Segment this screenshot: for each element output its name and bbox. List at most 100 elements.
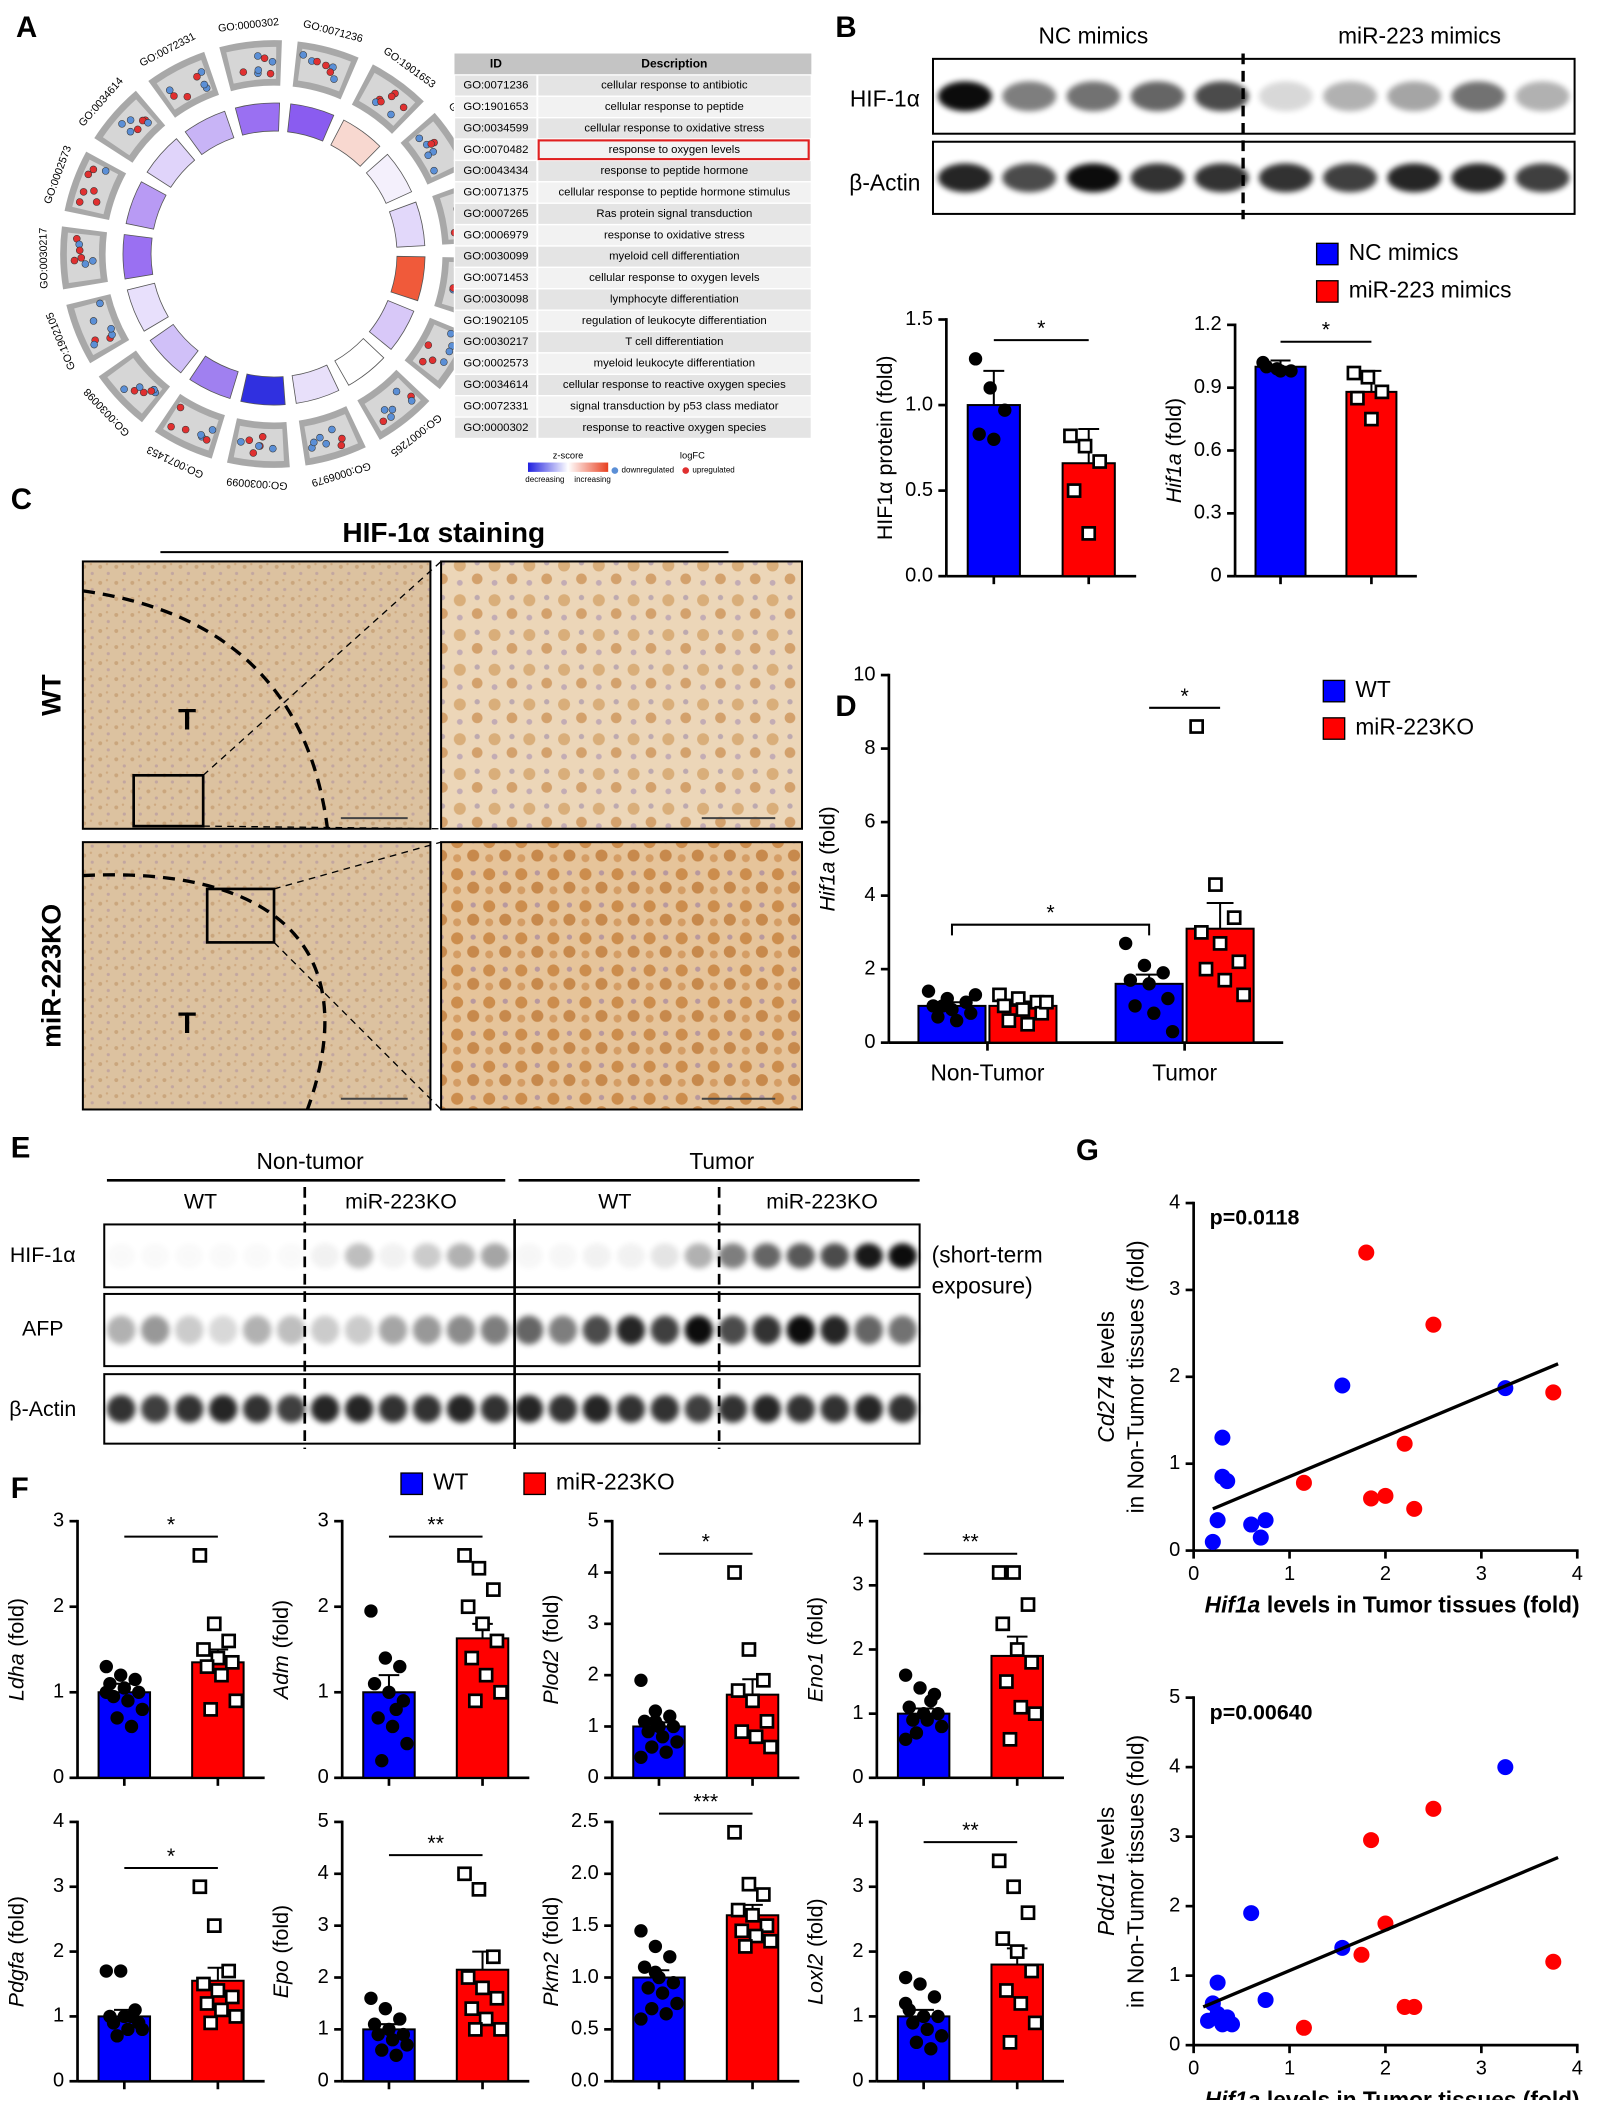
legend-dot (611, 467, 619, 474)
table-cell: response to oxygen levels (609, 144, 741, 156)
row-label: HIF-1α (10, 1243, 76, 1267)
label-text: (fold) (539, 1594, 563, 1643)
band (1066, 81, 1121, 112)
data-point (920, 1713, 934, 1727)
data-point (1024, 1963, 1039, 1979)
data-point (1128, 999, 1142, 1013)
subgroup-label: miR-223KO (345, 1190, 457, 1214)
label-text: levels in Tumor tissues (fold) (1267, 2086, 1580, 2100)
data-point (755, 1672, 771, 1688)
group-label: Non-tumor (256, 1148, 364, 1174)
band (1451, 81, 1506, 112)
band (938, 163, 993, 193)
go-term-inner (102, 99, 158, 156)
data-point (666, 1976, 681, 1990)
data-point (991, 1853, 1007, 1869)
row-label: WT (37, 674, 67, 716)
data-point (1363, 1832, 1380, 1849)
band (276, 1315, 306, 1345)
data-point (670, 1996, 684, 2011)
significance-label: ** (427, 1513, 444, 1537)
data-point (478, 1667, 494, 1683)
band (378, 1315, 408, 1345)
gene-dot (316, 433, 324, 442)
band (888, 1315, 917, 1345)
tumor-mark: T (178, 1007, 196, 1040)
data-point (996, 998, 1012, 1014)
band (752, 1315, 782, 1345)
data-point (921, 984, 936, 998)
go-id-label: GO:0030217 (37, 228, 50, 289)
x-tick-label: Non-Tumor (930, 1060, 1044, 1086)
band (1515, 163, 1570, 193)
data-point (128, 1672, 142, 1687)
y-tick-label: 1.0 (905, 393, 933, 415)
y-tick-label: 3 (53, 1509, 64, 1531)
band (412, 1315, 442, 1345)
gene-dot (170, 92, 178, 100)
y-axis-label: Pdcd1 levels (1093, 1807, 1119, 1936)
data-point (1092, 454, 1108, 469)
significance-label: ** (962, 1530, 979, 1554)
data-point (1002, 2034, 1018, 2050)
data-point (393, 2012, 407, 2026)
table-header-cell: ID (490, 56, 502, 70)
data-point (1252, 1529, 1269, 1546)
legend-swatch (523, 1472, 547, 1496)
band (514, 1394, 544, 1423)
go-term-inner (107, 358, 163, 414)
table-cell: GO:0030217 (463, 336, 528, 348)
gene-dot (415, 134, 424, 143)
zscore-box (184, 110, 235, 156)
significance-label: * (702, 1530, 710, 1554)
y-tick-label: 2 (318, 1595, 329, 1617)
gene-dot (424, 341, 433, 349)
data-point (968, 352, 983, 366)
zscore-box (365, 153, 413, 204)
data-point (371, 1711, 385, 1725)
data-point (999, 1674, 1014, 1689)
subgroup-label: WT (598, 1190, 631, 1214)
gene-dot (427, 140, 435, 148)
data-point (745, 1693, 760, 1709)
band (174, 1315, 204, 1345)
zscore-box (291, 364, 340, 404)
data-point (1545, 1953, 1562, 1970)
y-tick-label: 10 (853, 663, 875, 685)
y-tick-label: 1.5 (905, 308, 933, 330)
gene-dot (380, 406, 389, 414)
y-tick-label: 2 (864, 957, 875, 979)
data-point (648, 1714, 663, 1729)
row-label: miR-223KO (37, 904, 67, 1048)
data-point (467, 1693, 483, 1709)
row-label: HIF-1α (850, 85, 920, 111)
panel-label: A (16, 11, 37, 44)
band (106, 1315, 136, 1345)
significance-label: * (1322, 318, 1330, 342)
data-point (913, 1681, 927, 1695)
gene-name: Pkm2 (539, 1952, 563, 2007)
data-point (968, 988, 983, 1002)
panel-label: G (1076, 1134, 1099, 1167)
gene-dot (144, 119, 152, 127)
band (1002, 81, 1057, 112)
data-point (1039, 994, 1054, 1010)
y-tick-label: 1 (852, 2005, 863, 2027)
data-point (1118, 936, 1133, 951)
data-point (110, 2029, 124, 2043)
y-axis-label: HIF1α protein (fold) (873, 356, 897, 541)
data-point (909, 1726, 924, 1740)
data-point (206, 1616, 222, 1632)
gene-name: Adm (269, 1655, 293, 1701)
data-point (471, 1560, 487, 1576)
band (344, 1394, 374, 1423)
gene-dot (424, 151, 432, 160)
data-point (898, 1668, 913, 1682)
gene-dot (338, 434, 346, 443)
data-point (1212, 936, 1228, 951)
y-tick-label: 4 (852, 1509, 863, 1531)
data-point (898, 1732, 913, 1747)
trend-line (1202, 1855, 1559, 2009)
data-point (382, 1685, 396, 1699)
band (515, 1243, 544, 1268)
